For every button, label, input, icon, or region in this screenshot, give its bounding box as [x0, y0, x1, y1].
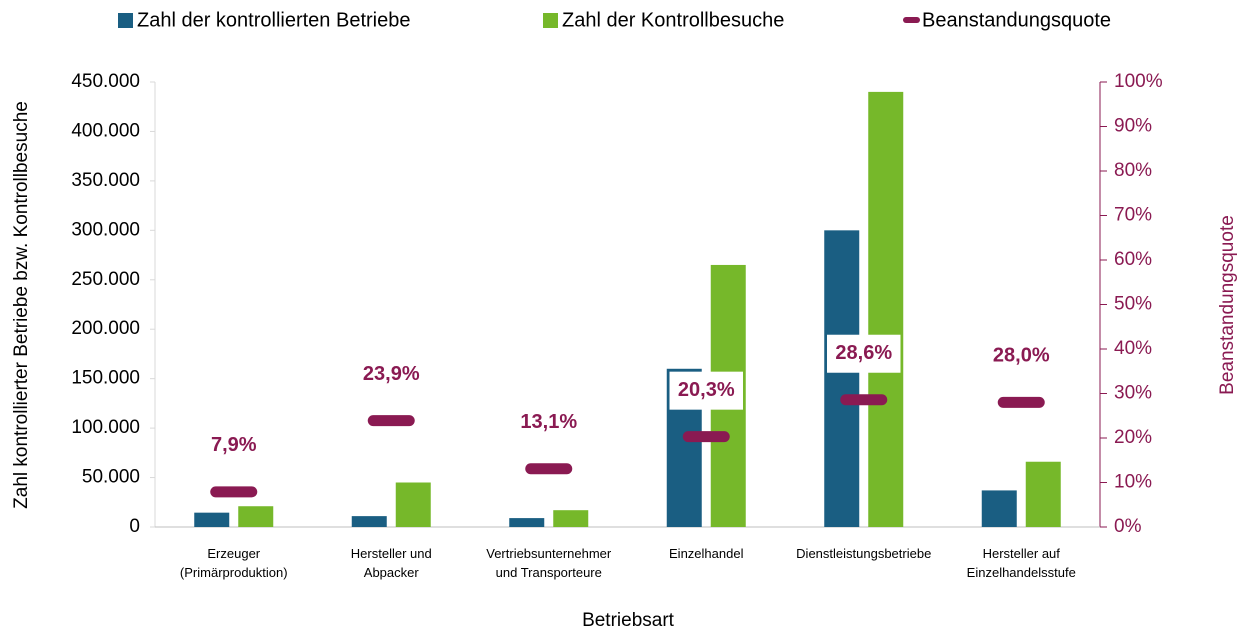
- y2-axis-title: Beanstandungsquote: [1217, 215, 1238, 395]
- bar: [824, 230, 860, 528]
- y-tick-label: 250.000: [71, 269, 140, 290]
- legend-label: Zahl der Kontrollbesuche: [562, 9, 784, 31]
- x-tick-label: Einzelhandel: [669, 546, 744, 561]
- legend-label: Zahl der kontrollierten Betriebe: [137, 9, 410, 31]
- y2-tick-label: 80%: [1114, 160, 1152, 181]
- bar: [981, 490, 1017, 527]
- y-tick-label: 300.000: [71, 219, 140, 240]
- data-label: 23,9%: [363, 363, 420, 385]
- x-axis-title: Betriebsart: [582, 610, 675, 630]
- y2-tick-label: 90%: [1114, 116, 1152, 137]
- y-tick-label: 0: [129, 516, 140, 537]
- y-axis-title: Zahl kontrollierter Betriebe bzw. Kontro…: [11, 101, 32, 509]
- data-label: 28,6%: [835, 342, 892, 364]
- y2-tick-label: 10%: [1114, 472, 1152, 493]
- data-label-box: [354, 355, 428, 394]
- data-label: 20,3%: [678, 379, 735, 401]
- y2-tick-label: 20%: [1114, 427, 1152, 448]
- y-tick-label: 100.000: [71, 417, 140, 438]
- y2-tick-label: 100%: [1114, 71, 1163, 92]
- y-tick-label: 350.000: [71, 170, 140, 191]
- y-tick-label: 400.000: [71, 120, 140, 141]
- bar: [509, 518, 545, 527]
- y-tick-label: 150.000: [71, 368, 140, 389]
- legend-swatch: [118, 13, 133, 28]
- legend-swatch: [543, 13, 558, 28]
- bar: [553, 510, 589, 527]
- data-label-box: [202, 426, 265, 465]
- y2-tick-label: 0%: [1114, 516, 1142, 537]
- data-label-box: [984, 337, 1058, 376]
- x-tick-label: Vertriebsunternehmer und Transporteure: [486, 546, 612, 580]
- y2-tick-label: 30%: [1114, 383, 1152, 404]
- data-label: 13,1%: [520, 411, 577, 433]
- bar: [194, 512, 230, 527]
- x-tick-label: Dienstleistungsbetriebe: [796, 546, 931, 561]
- y-tick-label: 200.000: [71, 318, 140, 339]
- y2-tick-label: 40%: [1114, 338, 1152, 359]
- bar: [238, 506, 274, 527]
- bar: [868, 91, 904, 527]
- y2-tick-label: 60%: [1114, 249, 1152, 270]
- y-tick-label: 50.000: [82, 467, 140, 488]
- legend-label: Beanstandungsquote: [922, 9, 1111, 31]
- data-label-box: [512, 403, 586, 442]
- x-tick-label: Hersteller und Abpacker: [351, 546, 432, 580]
- y2-tick-label: 50%: [1114, 294, 1152, 315]
- data-label-box: [827, 334, 901, 373]
- y-tick-label: 450.000: [71, 71, 140, 92]
- x-tick-label: Erzeuger (Primärproduktion): [180, 546, 288, 580]
- y2-tick-label: 70%: [1114, 205, 1152, 226]
- bar: [351, 516, 387, 527]
- x-tick-label: Hersteller auf Einzelhandelsstufe: [967, 546, 1076, 580]
- bar: [395, 482, 431, 527]
- data-label: 28,0%: [993, 345, 1050, 367]
- data-label-box: [669, 371, 743, 410]
- bar: [1025, 461, 1061, 527]
- data-label: 7,9%: [211, 434, 257, 456]
